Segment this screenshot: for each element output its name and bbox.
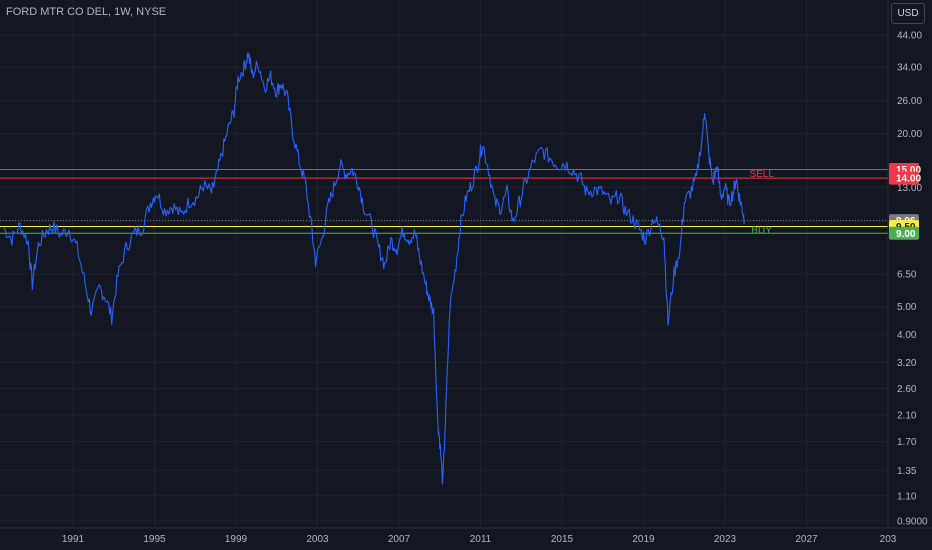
x-tick-label: 2019 (632, 534, 655, 545)
x-tick-label: 1991 (62, 534, 85, 545)
y-tick-label: 1.70 (897, 437, 917, 448)
price-series (3, 52, 745, 485)
price-tag-label: 14.00 (896, 174, 921, 185)
x-tick-label: 2007 (388, 534, 411, 545)
y-tick-label: 2.10 (897, 411, 917, 422)
y-tick-label: 34.00 (897, 63, 922, 74)
price-line (3, 52, 745, 485)
x-tick-label: 203 (880, 534, 897, 545)
horizontal-levels (0, 168, 888, 234)
x-tick-label: 2023 (714, 534, 737, 545)
price-tag (889, 171, 919, 185)
zone-labels: SELL BUY (749, 169, 774, 236)
y-tick-label: 6.50 (897, 269, 917, 280)
symbol-title: FORD MTR CO DEL, 1W, NYSE (6, 6, 167, 18)
y-tick-label: 44.00 (897, 31, 922, 42)
currency-button[interactable]: USD (891, 3, 925, 24)
x-tick-label: 2027 (795, 534, 818, 545)
y-tick-label: 26.00 (897, 96, 922, 107)
y-tick-label: 20.00 (897, 129, 922, 140)
time-scale[interactable]: 1991 1995 1999 2003 2007 2011 2015 2019 2023 2027… (62, 534, 897, 545)
y-tick-label: 5.00 (897, 302, 917, 313)
y-tick-label: 3.20 (897, 358, 917, 369)
y-tick-label: 1.35 (897, 466, 917, 477)
x-tick-label: 1995 (143, 534, 166, 545)
price-tag (889, 226, 919, 240)
y-tick-label: 13.00 (897, 183, 922, 194)
x-tick-label: 1999 (225, 534, 248, 545)
price-scale[interactable]: 44.0034.0026.0020.0013.009.966.505.004.0… (897, 31, 928, 528)
y-tick-label: 4.00 (897, 330, 917, 341)
buy-label: BUY (751, 225, 772, 236)
sell-label: SELL (749, 169, 774, 180)
x-tick-label: 2011 (470, 534, 492, 545)
price-tag-label: 15.00 (896, 165, 921, 176)
y-tick-label: 1.10 (897, 491, 917, 502)
price-scale-background[interactable] (888, 0, 932, 528)
x-tick-label: 2003 (306, 534, 329, 545)
y-tick-label: 0.9000 (897, 517, 928, 528)
price-tag-label: 9.00 (896, 229, 916, 240)
y-tick-label: 2.60 (897, 384, 917, 395)
x-tick-label: 2015 (551, 534, 574, 545)
